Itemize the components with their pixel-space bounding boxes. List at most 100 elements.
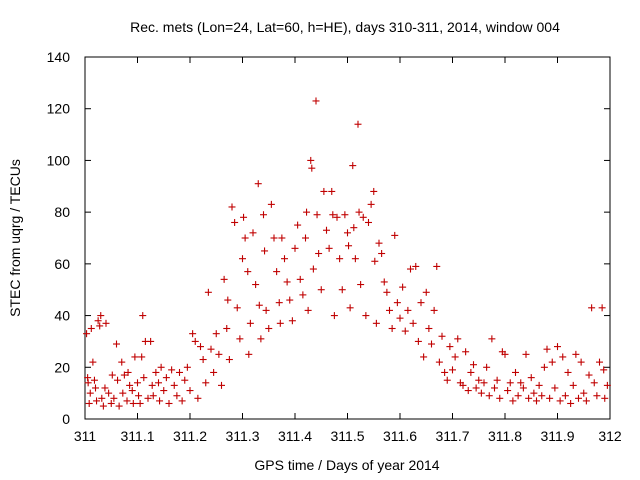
data-point — [350, 224, 358, 232]
data-point — [435, 358, 443, 366]
data-point — [299, 291, 307, 299]
data-point — [197, 343, 204, 351]
data-point — [307, 156, 315, 164]
data-point — [241, 234, 249, 242]
data-point — [215, 350, 223, 358]
data-point — [134, 379, 141, 387]
data-point — [123, 397, 131, 405]
data-point — [354, 120, 362, 128]
data-point — [355, 208, 363, 216]
data-point — [191, 337, 199, 345]
data-point — [451, 353, 459, 361]
data-point — [246, 319, 254, 327]
data-point — [207, 345, 215, 353]
data-point — [281, 255, 288, 263]
data-point — [477, 389, 485, 397]
data-point — [96, 322, 104, 330]
data-point — [239, 255, 246, 263]
data-point — [454, 335, 462, 343]
data-point — [168, 366, 176, 374]
data-point — [313, 211, 321, 219]
data-point — [467, 368, 475, 376]
data-point — [126, 381, 134, 389]
data-point — [519, 384, 527, 392]
data-point — [236, 335, 244, 343]
data-point — [110, 394, 118, 402]
data-point — [162, 374, 170, 382]
data-point — [325, 244, 333, 252]
y-tick-label: 140 — [47, 49, 71, 65]
x-tick-label: 311 — [74, 428, 97, 444]
data-point — [105, 389, 113, 397]
data-point — [399, 283, 407, 291]
data-point — [115, 402, 123, 410]
data-point — [371, 257, 379, 265]
data-point — [118, 358, 126, 366]
x-tick-label: 312 — [598, 428, 622, 444]
data-point — [204, 288, 212, 296]
data-point — [286, 296, 294, 304]
data-point — [548, 358, 556, 366]
data-point — [603, 381, 611, 389]
data-point — [425, 325, 433, 332]
data-point — [165, 399, 173, 407]
data-point — [449, 366, 456, 374]
data-point — [551, 384, 559, 392]
data-point — [412, 262, 420, 270]
data-point — [572, 350, 580, 358]
data-point — [278, 234, 286, 242]
data-point — [254, 180, 262, 188]
plot-frame — [84, 56, 611, 420]
data-point — [303, 208, 311, 216]
data-point — [273, 268, 281, 276]
data-point — [296, 275, 304, 283]
data-point — [83, 330, 91, 338]
data-point — [330, 312, 338, 320]
data-point — [601, 394, 609, 402]
data-point — [488, 335, 496, 343]
data-point — [375, 239, 383, 247]
data-point — [496, 394, 504, 402]
data-point — [173, 392, 181, 400]
data-point — [509, 397, 517, 405]
data-point — [559, 353, 567, 361]
data-point — [228, 203, 236, 211]
data-point — [459, 381, 467, 389]
data-point — [261, 247, 269, 255]
data-point — [113, 340, 120, 348]
chart-title: Rec. mets (Lon=24, Lat=60, h=HE), days 3… — [130, 19, 560, 35]
data-point — [554, 343, 561, 351]
data-point — [345, 242, 353, 250]
data-point — [183, 363, 191, 371]
data-point — [329, 211, 337, 219]
data-point — [178, 397, 186, 405]
data-point — [152, 368, 160, 376]
data-point — [388, 325, 396, 332]
data-point — [176, 368, 183, 376]
data-point — [136, 399, 144, 407]
data-point — [265, 325, 273, 332]
data-point — [472, 384, 480, 392]
data-point — [582, 397, 590, 405]
data-point — [351, 255, 359, 263]
data-point — [294, 221, 302, 229]
data-point — [119, 389, 127, 397]
data-point — [441, 368, 449, 376]
data-point — [577, 358, 585, 366]
data-point — [600, 366, 608, 374]
data-point — [341, 211, 349, 219]
data-point — [317, 286, 325, 294]
data-point — [323, 226, 330, 234]
x-tick-label: 311.4 — [278, 428, 312, 444]
data-point — [556, 397, 564, 405]
data-point — [585, 371, 593, 379]
data-point — [245, 350, 253, 358]
data-point — [312, 97, 320, 105]
data-point — [349, 162, 357, 170]
x-tick-label: 311.7 — [436, 428, 470, 444]
data-point — [283, 278, 291, 286]
data-point — [275, 299, 283, 307]
data-point — [257, 335, 265, 343]
y-tick-label: 120 — [47, 101, 71, 117]
